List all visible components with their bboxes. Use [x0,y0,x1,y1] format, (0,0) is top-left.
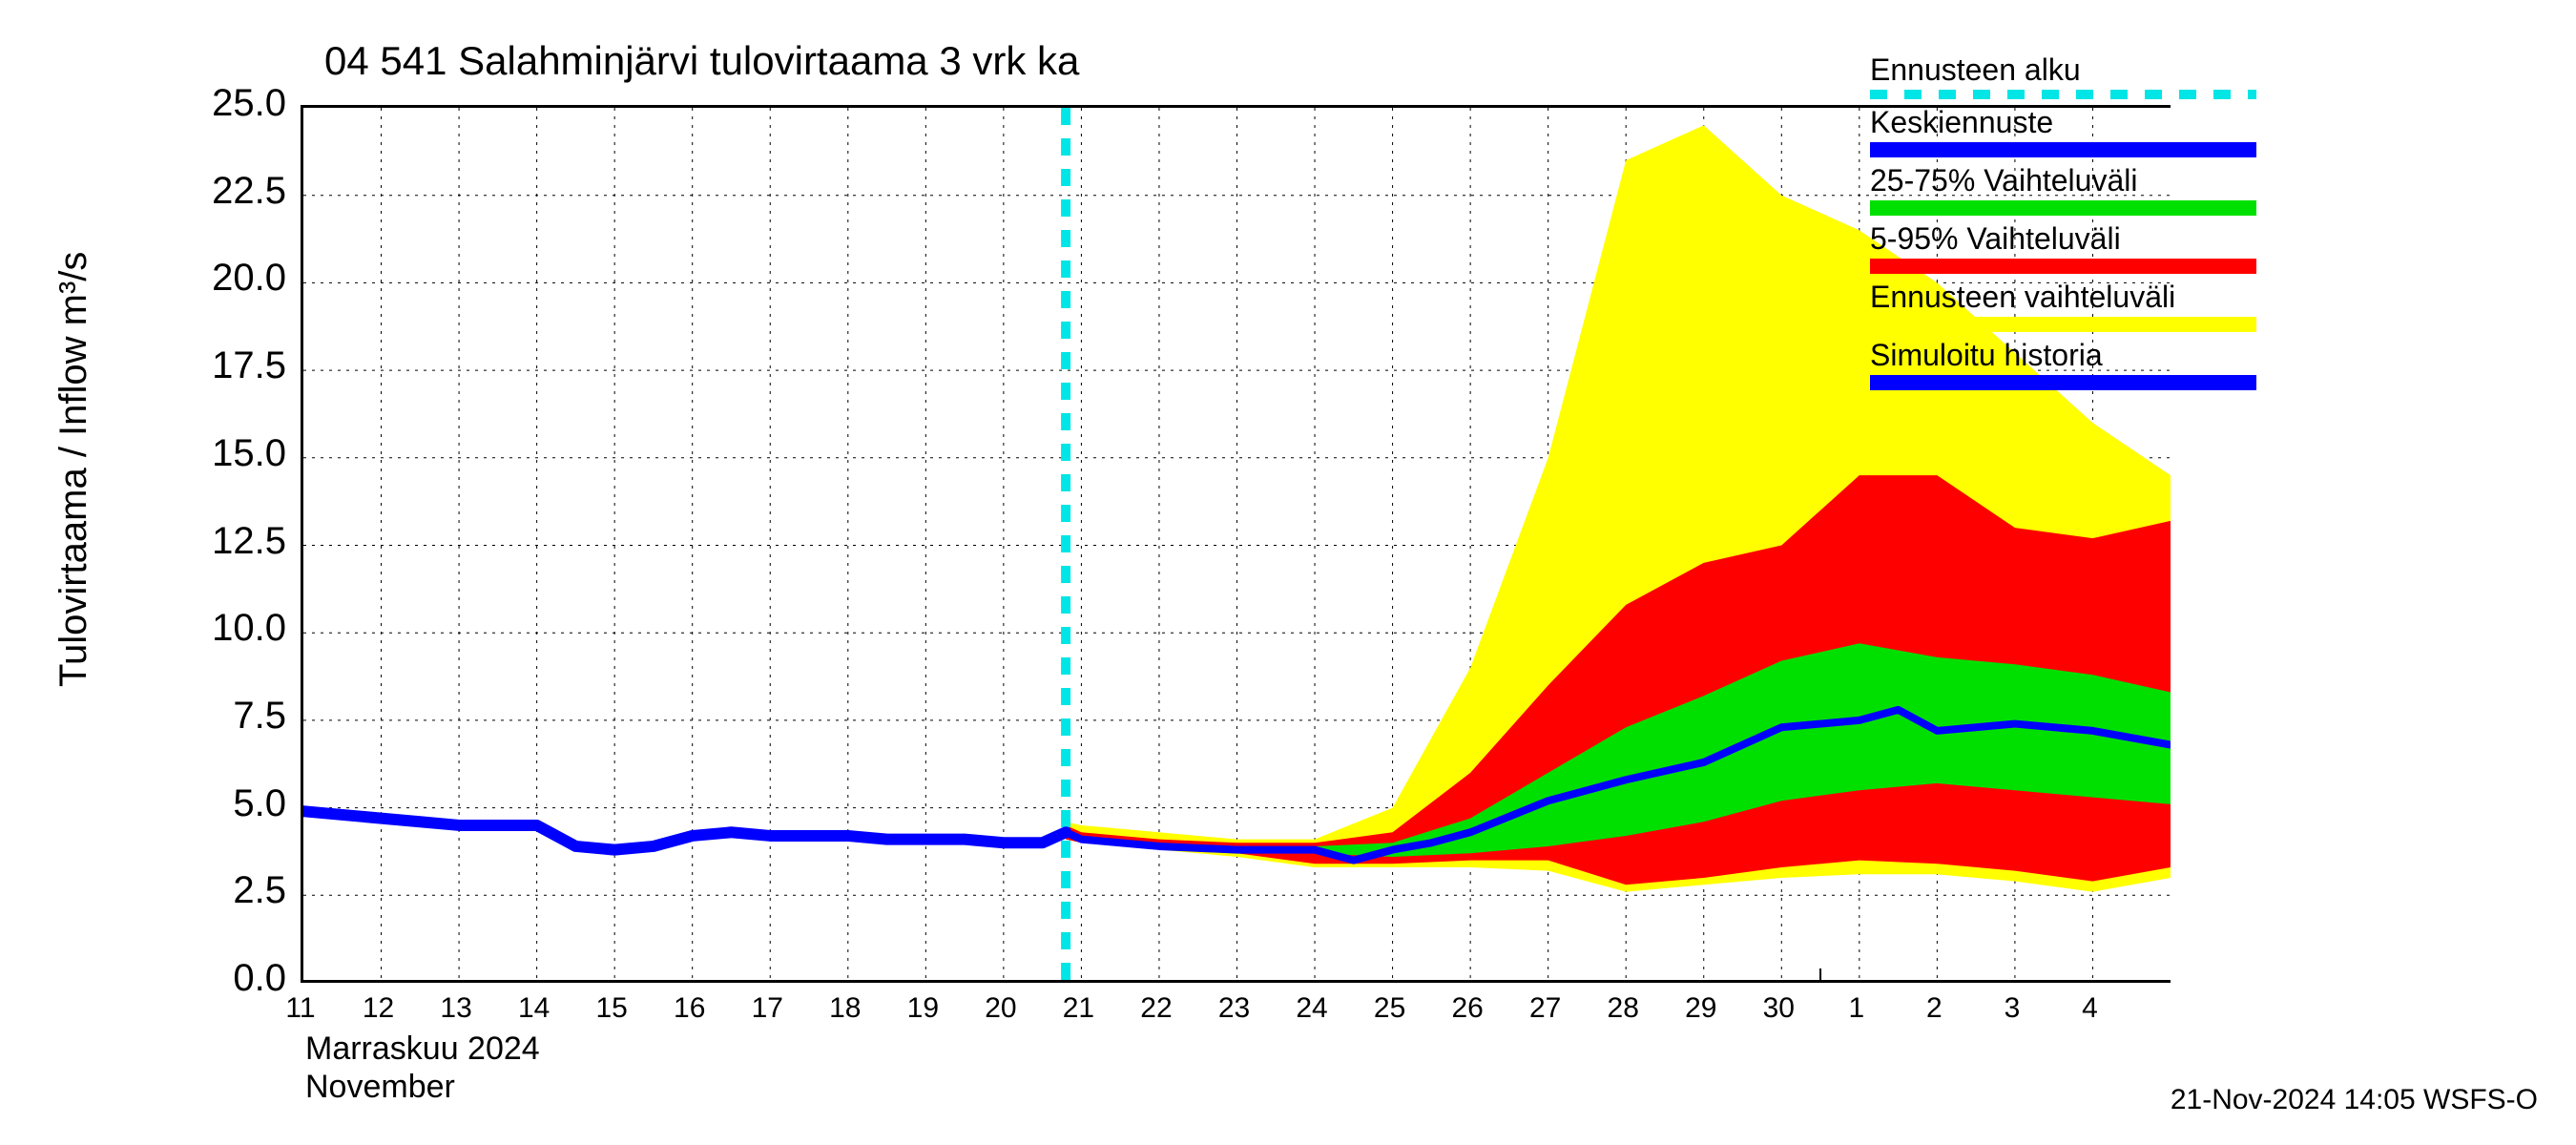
y-tick-label: 22.5 [172,170,286,213]
x-tick-label: 22 [1140,992,1172,1025]
legend-swatch [1870,142,2256,157]
legend-label: Keskiennuste [1870,105,2271,140]
y-tick-label: 20.0 [172,257,286,300]
x-tick-label: 14 [518,992,550,1025]
y-tick-label: 7.5 [172,695,286,738]
x-tick-label: 21 [1063,992,1094,1025]
month-label-en: November [305,1069,455,1106]
y-axis-label: Tulovirtaama / Inflow m³/s [52,252,95,687]
legend-label: 5-95% Vaihteluväli [1870,221,2271,257]
legend-swatch [1870,90,2256,99]
x-tick-label: 18 [829,992,861,1025]
legend-label: Simuloitu historia [1870,338,2271,373]
legend-label: 25-75% Vaihteluväli [1870,163,2271,198]
x-tick-label: 19 [907,992,939,1025]
x-tick-label: 23 [1218,992,1250,1025]
legend-item: Keskiennuste [1870,105,2271,157]
x-tick-label: 29 [1685,992,1716,1025]
legend: Ennusteen alku Keskiennuste 25-75% Vaihtel… [1870,52,2271,396]
x-tick-label: 24 [1296,992,1327,1025]
x-tick-label: 27 [1529,992,1561,1025]
x-tick-label: 30 [1763,992,1795,1025]
y-tick-label: 25.0 [172,82,286,125]
x-tick-label: 4 [2082,992,2098,1025]
y-tick-label: 5.0 [172,782,286,825]
x-tick-label: 2 [1926,992,1942,1025]
x-tick-label: 26 [1451,992,1483,1025]
legend-item: 5-95% Vaihteluväli [1870,221,2271,274]
month-label-fi: Marraskuu 2024 [305,1030,540,1068]
legend-item: Simuloitu historia [1870,338,2271,390]
chart-container: 04 541 Salahminjärvi tulovirtaama 3 vrk … [0,0,2576,1145]
x-tick-label: 13 [440,992,471,1025]
y-tick-label: 15.0 [172,432,286,475]
y-tick-label: 0.0 [172,957,286,1000]
legend-label: Ennusteen vaihteluväli [1870,280,2271,315]
y-tick-label: 2.5 [172,869,286,912]
legend-swatch [1870,317,2256,332]
legend-item: 25-75% Vaihteluväli [1870,163,2271,216]
x-tick-label: 12 [363,992,394,1025]
x-tick-label: 3 [2005,992,2021,1025]
y-tick-label: 10.0 [172,607,286,650]
x-tick-label: 15 [595,992,627,1025]
y-tick-label: 12.5 [172,520,286,563]
x-tick-label: 1 [1848,992,1864,1025]
legend-item: Ennusteen vaihteluväli [1870,280,2271,332]
legend-swatch [1870,259,2256,274]
x-tick-label: 16 [674,992,705,1025]
x-tick-label: 25 [1374,992,1405,1025]
timestamp: 21-Nov-2024 14:05 WSFS-O [2171,1084,2538,1116]
legend-swatch [1870,375,2256,390]
legend-item: Ennusteen alku [1870,52,2271,99]
chart-title: 04 541 Salahminjärvi tulovirtaama 3 vrk … [324,38,1079,84]
x-tick-label: 28 [1608,992,1639,1025]
legend-label: Ennusteen alku [1870,52,2271,88]
y-tick-label: 17.5 [172,344,286,387]
x-tick-label: 17 [752,992,783,1025]
x-tick-label: 20 [985,992,1016,1025]
x-tick-label: 11 [285,992,315,1025]
legend-swatch [1870,200,2256,216]
